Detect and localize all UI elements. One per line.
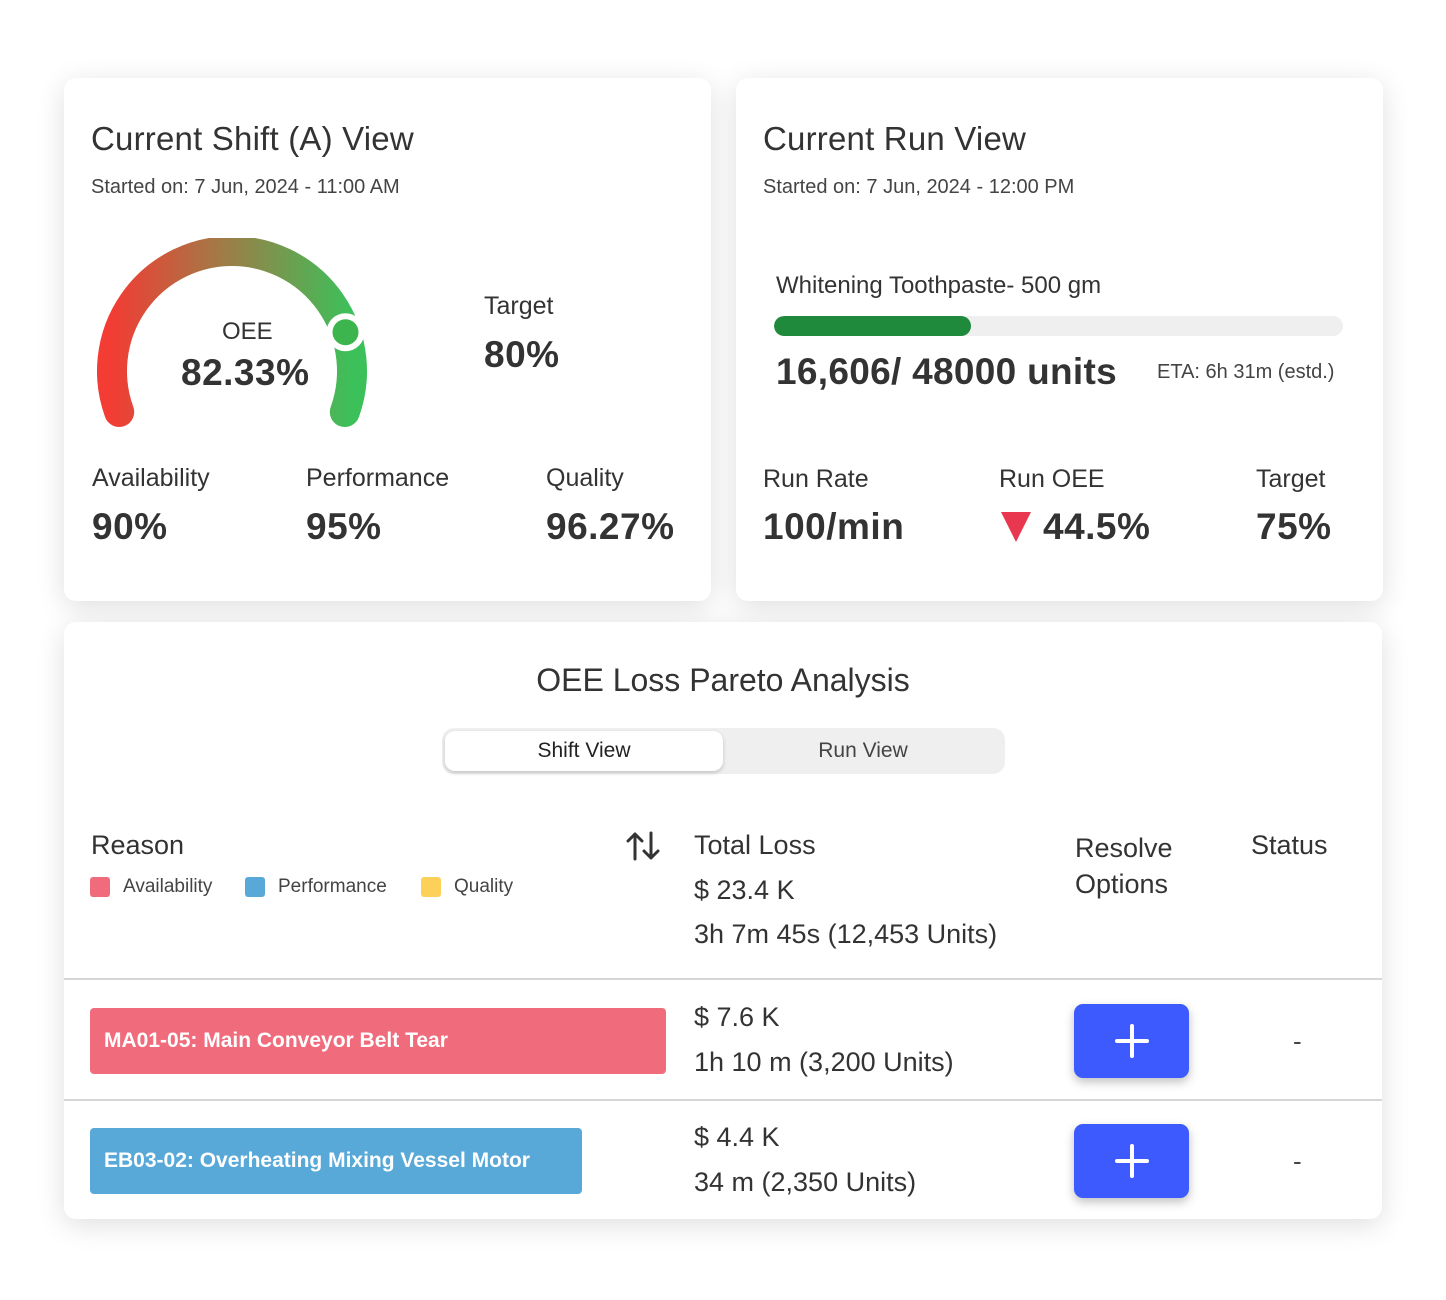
legend-label: Performance xyxy=(278,876,387,897)
run-target-value: 75% xyxy=(1256,506,1332,547)
availability-value: 90% xyxy=(92,506,168,547)
run-oee-value: 44.5% xyxy=(1043,506,1151,547)
oee-label: OEE xyxy=(222,318,273,345)
row-time: 1h 10 m (3,200 Units) xyxy=(694,1047,954,1077)
run-title: Current Run View xyxy=(763,120,1027,157)
header-total-loss: Total Loss xyxy=(694,830,816,860)
legend-performance: Performance xyxy=(245,876,387,898)
shift-target-value: 80% xyxy=(484,334,560,375)
sort-icon[interactable] xyxy=(625,830,661,862)
pareto-card: OEE Loss Pareto Analysis Shift View Run … xyxy=(64,622,1382,1219)
shift-target-label: Target xyxy=(484,292,554,320)
legend-swatch xyxy=(90,877,110,897)
reason-pill[interactable]: EB03-02: Overheating Mixing Vessel Motor xyxy=(90,1128,582,1194)
units-count: 16,606/ 48000 units xyxy=(776,351,1117,392)
run-target-label: Target xyxy=(1256,465,1326,493)
run-progress-bar xyxy=(774,316,1343,336)
oee-gauge xyxy=(97,238,367,427)
row-status: - xyxy=(1293,1146,1302,1176)
view-toggle: Shift View Run View xyxy=(442,728,1005,774)
resolve-add-button[interactable] xyxy=(1074,1004,1189,1078)
tab-run-view[interactable]: Run View xyxy=(818,739,908,762)
run-card: Current Run View Started on: 7 Jun, 2024… xyxy=(736,78,1383,601)
product-name: Whitening Toothpaste- 500 gm xyxy=(776,272,1102,299)
row-cost: $ 7.6 K xyxy=(694,1002,780,1032)
oee-value: 82.33% xyxy=(181,352,310,393)
availability-label: Availability xyxy=(92,464,210,492)
total-cost: $ 23.4 K xyxy=(694,875,795,905)
header-status: Status xyxy=(1251,830,1328,860)
run-progress-fill xyxy=(774,316,971,336)
divider xyxy=(64,1099,1382,1101)
legend-label: Quality xyxy=(454,876,514,897)
shift-title: Current Shift (A) View xyxy=(91,120,414,157)
shift-card: Current Shift (A) View Started on: 7 Jun… xyxy=(64,78,711,601)
resolve-add-button[interactable] xyxy=(1074,1124,1189,1198)
reason-pill[interactable]: MA01-05: Main Conveyor Belt Tear xyxy=(90,1008,666,1074)
legend-quality: Quality xyxy=(421,876,513,898)
plus-icon xyxy=(1114,1024,1149,1058)
performance-label: Performance xyxy=(306,464,450,492)
run-rate-label: Run Rate xyxy=(763,465,869,493)
performance-value: 95% xyxy=(306,506,382,547)
quality-label: Quality xyxy=(546,464,624,492)
run-oee-value-wrap: 44.5% xyxy=(1001,506,1150,548)
total-time: 3h 7m 45s (12,453 Units) xyxy=(694,919,998,949)
legend-swatch xyxy=(421,877,441,897)
row-cost: $ 4.4 K xyxy=(694,1122,780,1152)
row-status: - xyxy=(1293,1026,1302,1056)
quality-value: 96.27% xyxy=(546,506,675,547)
pareto-title: OEE Loss Pareto Analysis xyxy=(536,662,910,698)
legend-availability: Availability xyxy=(90,876,212,898)
legend-swatch xyxy=(245,877,265,897)
row-time: 34 m (2,350 Units) xyxy=(694,1167,917,1197)
shift-started: Started on: 7 Jun, 2024 - 11:00 AM xyxy=(91,176,400,198)
legend-label: Availability xyxy=(123,876,213,897)
run-rate-value: 100/min xyxy=(763,506,905,547)
divider xyxy=(64,978,1382,980)
tab-shift-view[interactable]: Shift View xyxy=(445,731,723,771)
run-oee-label: Run OEE xyxy=(999,465,1105,493)
header-reason: Reason xyxy=(91,830,185,860)
gauge-knob xyxy=(326,313,365,352)
run-started: Started on: 7 Jun, 2024 - 12:00 PM xyxy=(763,176,1075,198)
down-arrow-icon xyxy=(1001,512,1031,543)
plus-icon xyxy=(1114,1144,1149,1178)
header-resolve: Resolve Options xyxy=(1075,833,1173,899)
eta-text: ETA: 6h 31m (estd.) xyxy=(1157,361,1335,383)
